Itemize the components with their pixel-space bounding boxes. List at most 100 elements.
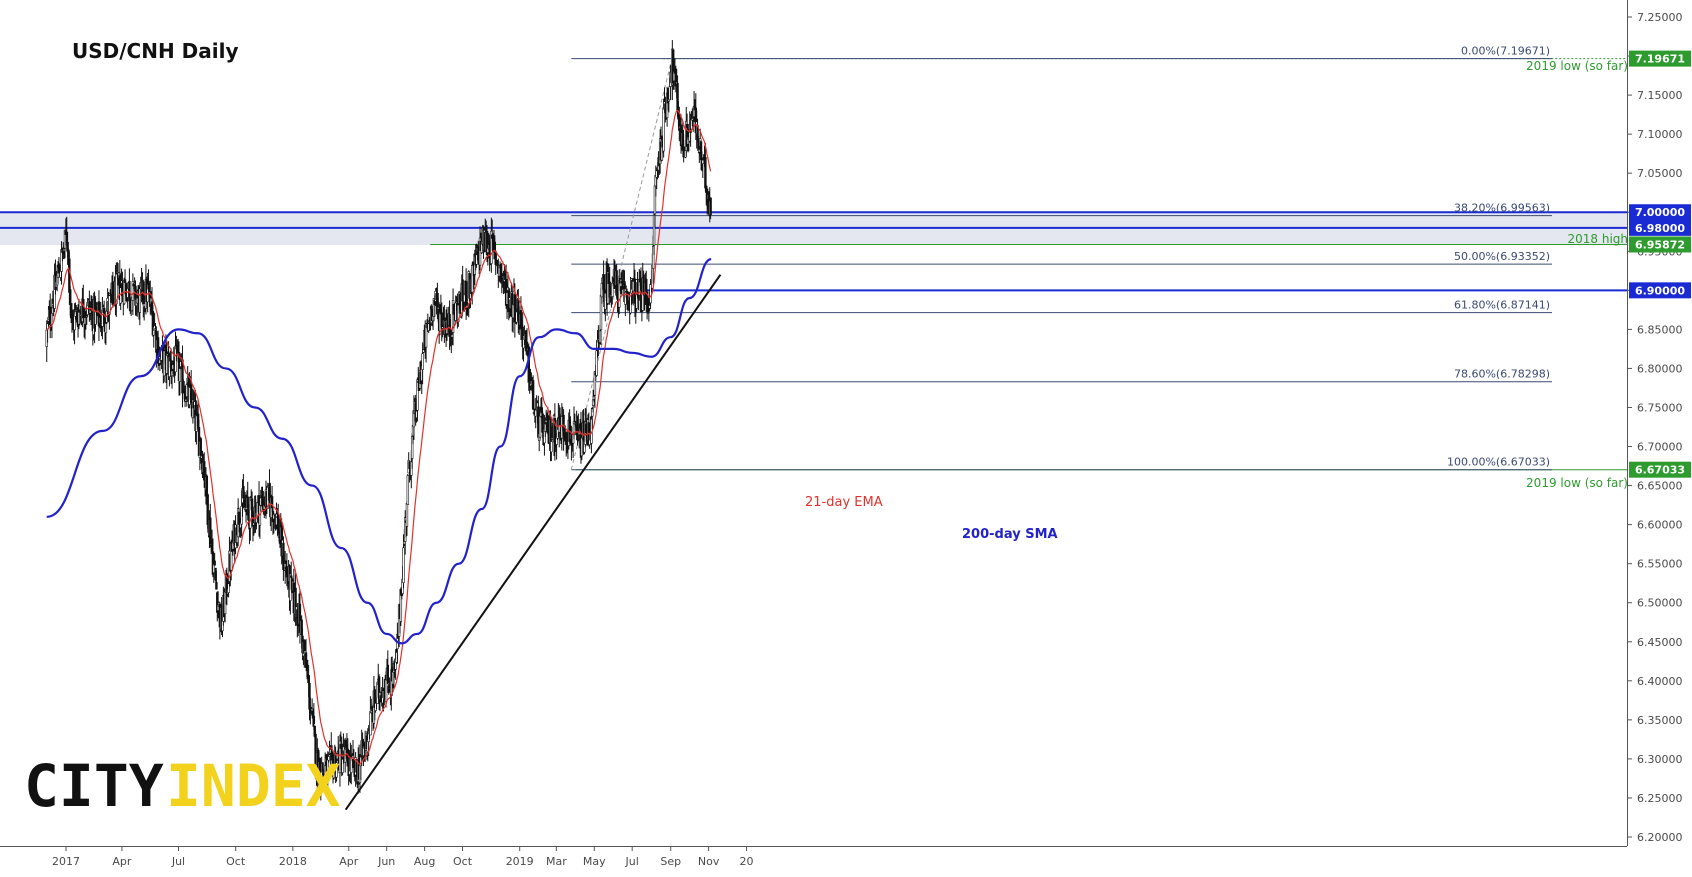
price-badge-label: 6.95872	[1635, 238, 1685, 251]
candle	[550, 426, 553, 462]
x-tick-label: 2018	[279, 855, 307, 868]
candle	[327, 753, 330, 763]
candle	[464, 268, 468, 320]
candle-body	[199, 438, 202, 456]
candle	[416, 377, 419, 422]
candle-body	[108, 295, 111, 315]
x-tick-label: Jun	[377, 855, 395, 868]
candles-layer	[45, 40, 712, 801]
price-badge-label: 7.19671	[1635, 53, 1685, 66]
x-tick-label: Oct	[453, 855, 473, 868]
y-tick-label: 7.10000	[1637, 128, 1683, 141]
candle-body	[290, 575, 293, 578]
y-tick-label: 6.65000	[1637, 480, 1683, 493]
candle-body	[595, 350, 598, 376]
x-tick-label: Oct	[226, 855, 246, 868]
y-tick-label: 6.85000	[1637, 323, 1683, 336]
candle	[591, 389, 595, 413]
candle-body	[471, 265, 474, 293]
y-tick-label: 6.50000	[1637, 597, 1683, 610]
candle-body	[123, 279, 127, 283]
x-tick-label: Sep	[660, 855, 681, 868]
candle	[249, 496, 252, 541]
candle	[312, 703, 316, 730]
candle	[209, 503, 212, 548]
logo-city-text: CITY	[24, 752, 164, 820]
candle	[178, 361, 182, 396]
price-badge: 6.67033	[1629, 461, 1691, 478]
x-tick-label: Jul	[171, 855, 185, 868]
candle-body	[662, 107, 665, 152]
fibonacci-layer: 0.00%(7.19671) 38.20%(6.99563) 50.00%(6.93…	[570, 45, 1552, 471]
y-tick-label: 6.40000	[1637, 675, 1683, 688]
candle	[406, 473, 410, 505]
fib-label: 100.00%(6.67033)	[1447, 456, 1550, 469]
trendline	[344, 274, 722, 811]
candle-body	[270, 496, 274, 509]
sma-label: 200-day SMA	[962, 527, 1058, 542]
x-tick-label: Mar	[546, 855, 567, 868]
candle-body	[493, 241, 497, 251]
candle	[104, 319, 108, 346]
y-tick-label: 7.25000	[1637, 11, 1683, 24]
ema-21-line	[46, 109, 712, 765]
candle	[531, 375, 535, 410]
x-tick-label: Jul	[625, 855, 639, 868]
candle-body	[604, 292, 607, 310]
candle-body	[550, 441, 553, 453]
sma-200-line	[46, 257, 712, 645]
price-badge-label: 6.90000	[1635, 284, 1685, 297]
price-badge-label: 6.98000	[1635, 222, 1685, 235]
candle	[115, 262, 118, 317]
candle-body	[464, 281, 468, 310]
y-tick-label: 7.05000	[1637, 167, 1683, 180]
price-badge: 6.95872	[1629, 236, 1691, 253]
candle-body	[704, 157, 707, 189]
y-tick-label: 6.55000	[1637, 558, 1683, 571]
candle	[701, 159, 704, 179]
candle	[215, 570, 218, 590]
candle-body	[402, 547, 405, 583]
candle-body	[215, 581, 218, 590]
y-tick-label: 6.25000	[1637, 792, 1683, 805]
ema-label: 21-day EMA	[805, 495, 883, 510]
candle-body	[405, 503, 409, 527]
price-badge-bg	[1629, 282, 1691, 299]
candle-body	[709, 197, 712, 216]
price-badge-bg	[1629, 204, 1691, 221]
y-tick-label: 6.45000	[1637, 636, 1683, 649]
candle-body	[250, 498, 254, 511]
x-tick-label: 2019	[506, 855, 534, 868]
candle	[123, 269, 127, 284]
candle-body	[591, 399, 595, 406]
candle	[410, 433, 414, 469]
y-tick-label: 6.60000	[1637, 519, 1683, 532]
candle	[421, 342, 424, 385]
candle-body	[131, 281, 135, 301]
fib-label: 50.00%(6.93352)	[1454, 250, 1550, 263]
candle	[672, 48, 675, 90]
candle-body	[312, 715, 316, 725]
candle	[386, 650, 390, 685]
candle	[270, 486, 274, 512]
y-tick-label: 7.15000	[1637, 89, 1683, 102]
resistance-zone-layer	[0, 58, 1627, 471]
candle-body	[203, 461, 206, 481]
price-badge: 6.90000	[1629, 282, 1691, 299]
y-tick-label: 6.75000	[1637, 401, 1683, 414]
price-badges-layer: 7.19671 7.00000 6.98000 6.95872 6.90000 6.670…	[1629, 50, 1691, 478]
candle-body	[672, 49, 675, 84]
price-badge-bg	[1629, 461, 1691, 478]
x-tick-label: 20	[740, 855, 754, 868]
fib-label: 78.60%(6.78298)	[1454, 368, 1550, 381]
fib-label: 0.00%(7.19671)	[1461, 45, 1550, 58]
candle-body	[513, 294, 517, 323]
candle-body	[69, 289, 72, 304]
x-tick-label: 2017	[52, 855, 80, 868]
price-badge-bg	[1629, 219, 1691, 236]
x-tick-label: Nov	[698, 855, 720, 868]
candle-body	[421, 353, 424, 370]
candle-body	[386, 664, 390, 684]
